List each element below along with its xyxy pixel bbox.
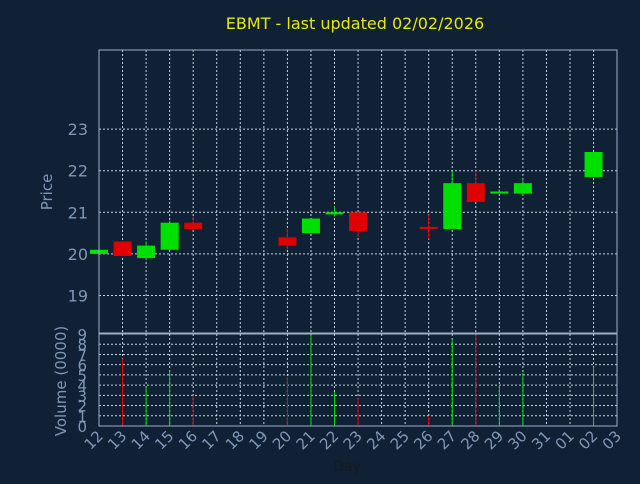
x-axis-label: Day <box>333 459 361 475</box>
x-tick-label: 17 <box>198 427 224 453</box>
x-tick-label: 30 <box>504 427 530 453</box>
candle-body <box>113 241 132 257</box>
volume-tick-label: 8 <box>77 336 87 354</box>
x-tick-label: 13 <box>104 427 130 453</box>
candle-body <box>349 212 368 232</box>
price-panel-frame <box>98 49 618 334</box>
volume-tick-label: 4 <box>77 377 87 395</box>
candle-body <box>137 245 156 259</box>
volume-tick-label: 1 <box>77 408 87 426</box>
x-tick-label: 31 <box>528 427 554 453</box>
x-tick-label: 14 <box>128 427 154 453</box>
chart-title: EBMT - last updated 02/02/2026 <box>226 14 484 33</box>
candle-body <box>160 222 179 250</box>
x-tick-label: 03 <box>599 427 625 453</box>
volume-tick-label: 6 <box>77 357 87 375</box>
price-tick-label: 21 <box>68 203 88 222</box>
price-tick-label: 19 <box>68 287 88 306</box>
candles <box>90 151 603 261</box>
x-tick-label: 21 <box>293 427 319 453</box>
x-tick-label: 22 <box>316 427 342 453</box>
candle-body <box>184 222 203 229</box>
candle-body <box>443 183 462 229</box>
candle-body <box>466 183 485 202</box>
volume-tick-label: 3 <box>77 387 87 405</box>
x-tick-label: 25 <box>387 427 413 453</box>
candle-body <box>278 237 297 246</box>
candle-body <box>325 212 344 215</box>
candle-body <box>419 226 438 229</box>
plot-frames <box>98 49 618 427</box>
x-tick-label: 29 <box>481 427 507 453</box>
price-tick-label: 23 <box>68 120 88 139</box>
volume-tick-label: 5 <box>77 367 87 385</box>
volume-bars <box>122 334 595 426</box>
price-axis-label: Price <box>38 174 56 211</box>
x-tick-label: 15 <box>151 427 177 453</box>
x-tick-label: 18 <box>222 427 248 453</box>
candle-body <box>301 218 320 234</box>
volume-tick-label: 0 <box>77 418 87 436</box>
x-tick-label: 28 <box>457 427 483 453</box>
x-tick-label: 19 <box>245 427 271 453</box>
volume-tick-label: 2 <box>77 398 87 416</box>
axis-labels: 1920212223012345678912131415161718192021… <box>68 120 625 453</box>
x-tick-label: 24 <box>363 427 389 453</box>
price-tick-label: 20 <box>68 245 88 264</box>
candle-body <box>490 191 509 194</box>
volume-tick-label: 9 <box>77 326 87 344</box>
x-tick-label: 27 <box>434 427 460 453</box>
x-tick-label: 23 <box>340 427 366 453</box>
candle-body <box>513 183 532 194</box>
volume-panel-frame <box>98 333 618 427</box>
volume-axis-label: Volume (0000) <box>52 326 70 436</box>
x-tick-label: 20 <box>269 427 295 453</box>
grid-lines <box>99 50 617 427</box>
x-tick-label: 01 <box>552 427 578 453</box>
price-tick-label: 22 <box>68 162 88 181</box>
volume-tick-label: 7 <box>77 346 87 364</box>
candle-body <box>584 151 603 177</box>
x-tick-label: 16 <box>175 427 201 453</box>
x-tick-label: 02 <box>575 427 601 453</box>
x-tick-label: 26 <box>410 427 436 453</box>
